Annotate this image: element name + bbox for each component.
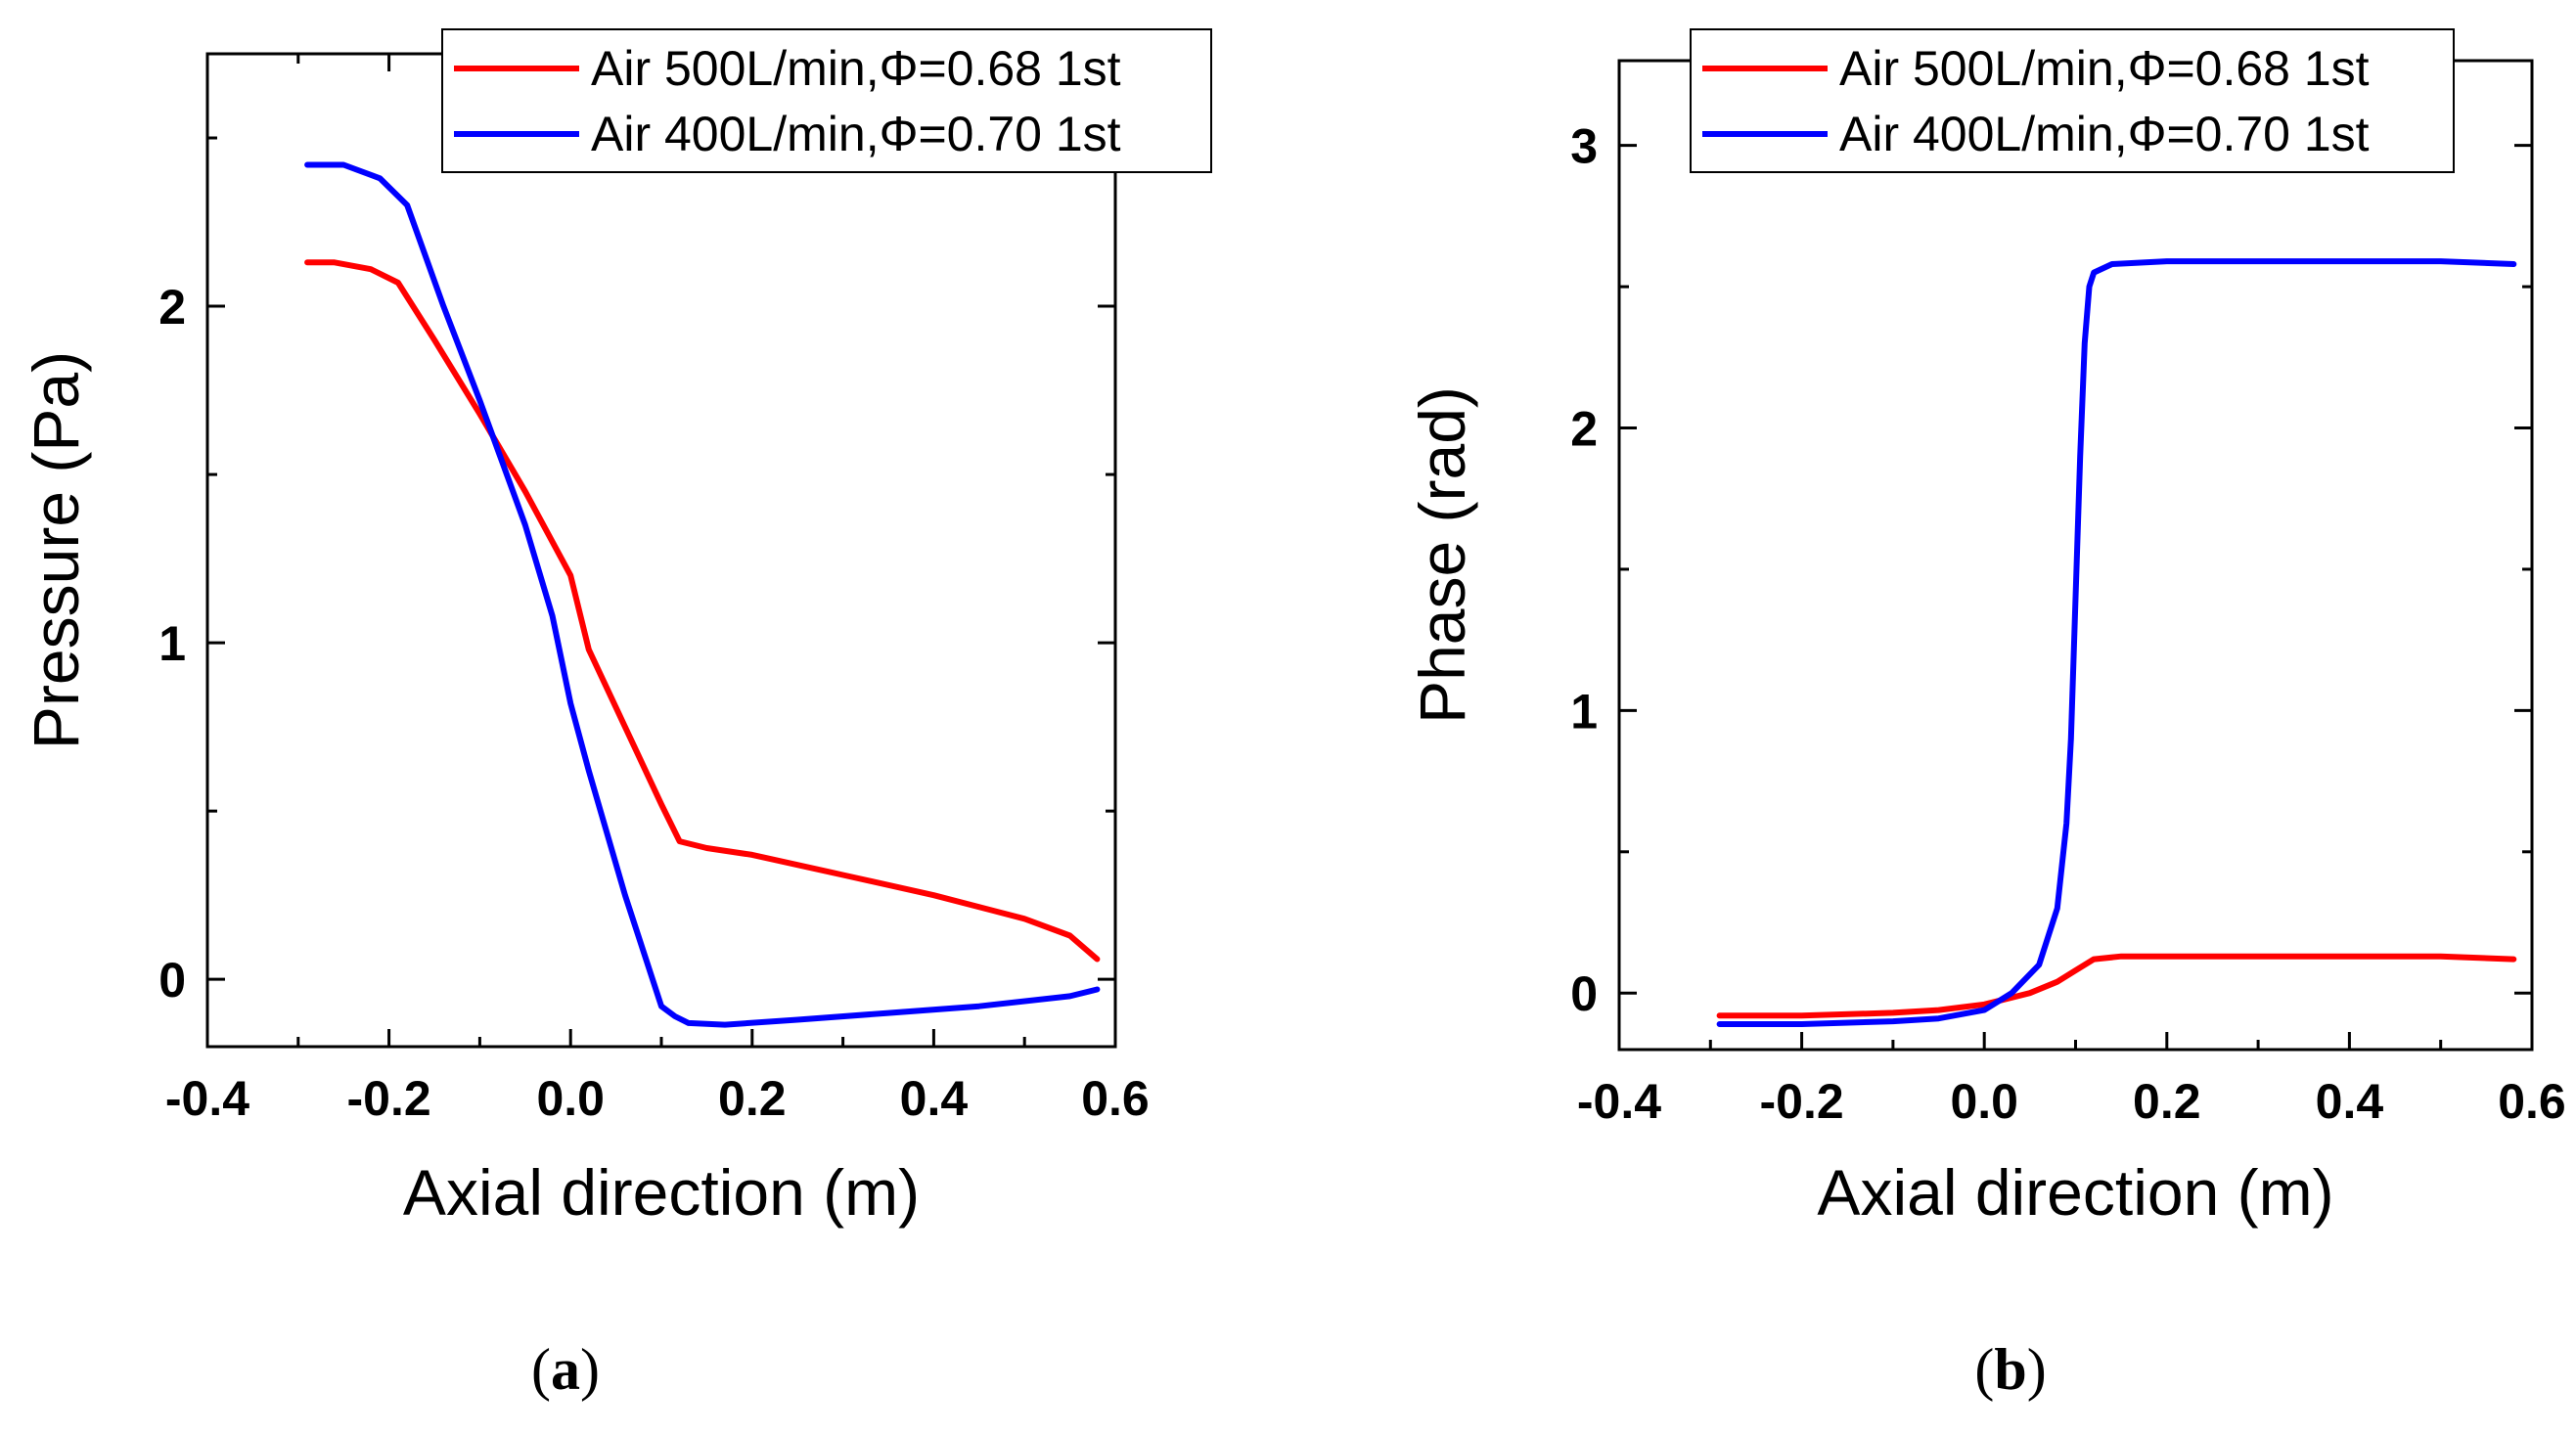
panel-label-a-close: ): [580, 1337, 600, 1402]
legend-label-2: Air 400L/min,Φ=0.70 1st: [1839, 107, 2370, 161]
x-tick-label: 0.4: [2316, 1074, 2384, 1129]
x-tick-label: -0.4: [1577, 1074, 1661, 1129]
y-axis-title: Pressure (Pa): [20, 351, 92, 749]
y-axis-title: Phase (rad): [1406, 386, 1478, 724]
plot-frame: [205, 52, 1117, 1049]
x-tick-label: -0.4: [165, 1071, 249, 1126]
y-tick-label: 0: [158, 953, 186, 1008]
legend-label-2: Air 400L/min,Φ=0.70 1st: [591, 107, 1121, 161]
legend-label-1: Air 500L/min,Φ=0.68 1st: [1839, 41, 2370, 96]
x-axis-title: Axial direction (m): [403, 1156, 920, 1229]
series-line-1: [304, 259, 1101, 963]
x-tick-label: 0.2: [2133, 1074, 2201, 1129]
x-axis-title: Axial direction (m): [1817, 1156, 2333, 1229]
panel-label-b-letter: b: [1994, 1337, 2026, 1402]
panel-label-b-open: (: [1974, 1337, 1994, 1402]
chart-panel-b: -0.4 -0.2 0.0 0.2 0.4 0.6 0 1 2 3 Axial direction …: [1406, 28, 2566, 1229]
panel-label-b-close: ): [2027, 1337, 2047, 1402]
x-tick-label: 0.6: [2498, 1074, 2566, 1129]
x-tick-label: 0.0: [1950, 1074, 2018, 1129]
panel-label-b: (b): [1974, 1337, 2046, 1402]
legend-label-1: Air 500L/min,Φ=0.68 1st: [591, 41, 1121, 96]
panel-label-a-open: (: [531, 1337, 551, 1402]
y-tick-label: 0: [1570, 966, 1598, 1021]
legend: Air 500L/min,Φ=0.68 1st Air 400L/min,Φ=0.…: [441, 28, 1212, 173]
legend-box: [1690, 28, 2455, 173]
y-tick-label: 3: [1570, 119, 1598, 174]
y-tick-label: 2: [158, 280, 186, 335]
y-tick-label: 1: [158, 616, 186, 671]
legend-box: [441, 28, 1212, 173]
y-tick-label: 1: [1570, 684, 1598, 739]
y-tick-label: 2: [1570, 402, 1598, 457]
x-tick-label: -0.2: [1760, 1074, 1844, 1129]
x-tick-label: 0.6: [1081, 1071, 1150, 1126]
panel-label-a: (a): [531, 1337, 600, 1402]
x-tick-label: -0.2: [347, 1071, 431, 1126]
x-tick-label: 0.2: [718, 1071, 787, 1126]
x-tick-label: 0.4: [900, 1071, 969, 1126]
series-line-2: [304, 161, 1101, 1028]
series-line-1: [1716, 953, 2517, 1019]
legend: Air 500L/min,Φ=0.68 1st Air 400L/min,Φ=0.…: [1690, 28, 2455, 173]
series-line-2: [1716, 258, 2517, 1027]
panel-label-a-letter: a: [551, 1337, 580, 1402]
chart-panel-a: -0.4 -0.2 0.0 0.2 0.4 0.6 0 1 2 Axial direction (…: [20, 28, 1212, 1229]
x-tick-label: 0.0: [536, 1071, 605, 1126]
